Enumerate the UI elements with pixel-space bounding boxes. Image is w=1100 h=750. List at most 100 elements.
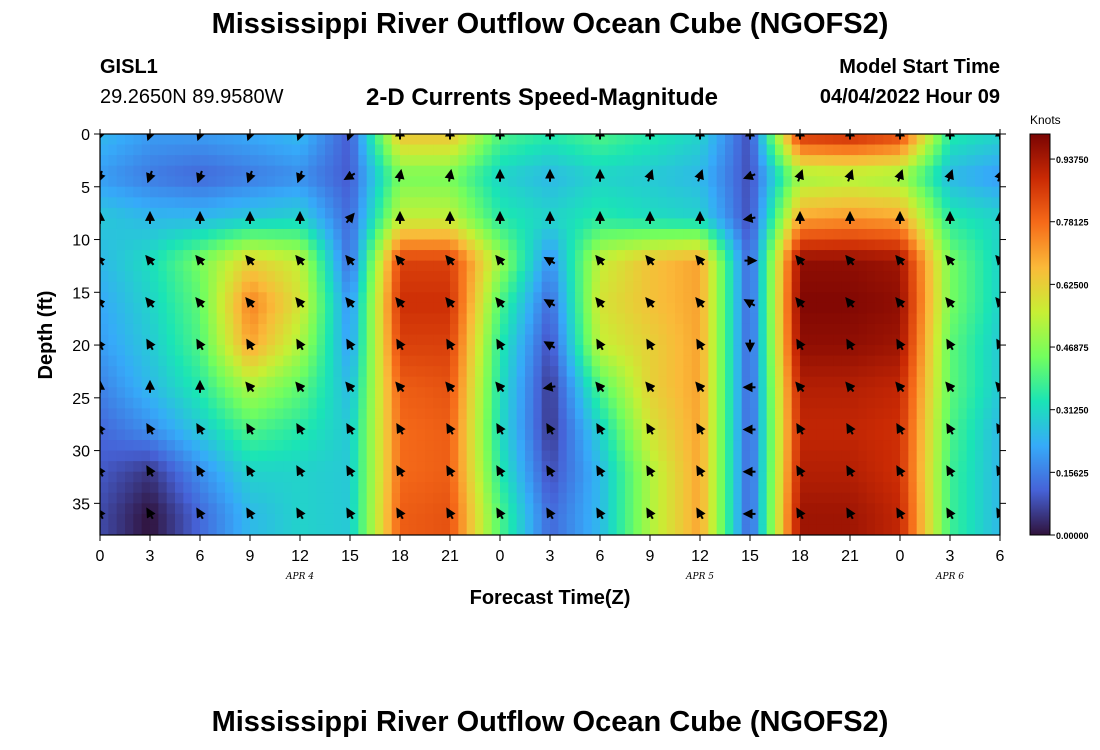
heatmap-cell bbox=[616, 323, 626, 336]
heatmap-cell bbox=[825, 302, 834, 314]
heatmap-cell bbox=[608, 239, 618, 251]
heatmap-cell bbox=[825, 397, 834, 409]
heatmap-cell bbox=[900, 440, 909, 452]
heatmap-cell bbox=[450, 207, 459, 220]
heatmap-cell bbox=[541, 239, 551, 251]
heatmap-cell bbox=[216, 408, 226, 420]
heatmap-cell bbox=[500, 418, 509, 431]
heatmap-cell bbox=[741, 165, 751, 177]
heatmap-cell bbox=[916, 176, 926, 188]
heatmap-cell bbox=[158, 376, 168, 388]
heatmap-cell bbox=[758, 482, 768, 494]
heatmap-cell bbox=[266, 323, 276, 336]
heatmap-cell bbox=[708, 376, 718, 388]
heatmap-cell bbox=[783, 492, 793, 504]
heatmap-cell bbox=[941, 355, 951, 367]
heatmap-cell bbox=[491, 524, 501, 535]
heatmap-cell bbox=[500, 281, 509, 293]
heatmap-cell bbox=[275, 429, 284, 441]
heatmap-cell bbox=[408, 186, 418, 198]
heatmap-cell bbox=[791, 387, 801, 399]
heatmap-cell bbox=[633, 239, 643, 251]
heatmap-cell bbox=[116, 155, 126, 167]
heatmap-cell bbox=[641, 503, 651, 515]
heatmap-cell bbox=[450, 144, 459, 156]
heatmap-cell bbox=[208, 387, 218, 399]
current-arrow bbox=[896, 338, 906, 351]
next-chart-title: Mississippi River Outflow Ocean Cube (NG… bbox=[211, 706, 889, 738]
heatmap-cell bbox=[275, 260, 284, 272]
heatmap-cell bbox=[783, 471, 793, 483]
heatmap-cell bbox=[883, 271, 893, 283]
heatmap-cell bbox=[116, 345, 126, 357]
heatmap-cell bbox=[858, 218, 868, 230]
heatmap-cell bbox=[333, 218, 343, 230]
heatmap-cell bbox=[200, 292, 209, 304]
heatmap-cell bbox=[433, 165, 443, 177]
heatmap-cell bbox=[183, 503, 193, 515]
heatmap-cell bbox=[625, 292, 634, 304]
heatmap-cell bbox=[408, 482, 418, 494]
heatmap-cell bbox=[325, 260, 334, 272]
heatmap-cell bbox=[808, 387, 818, 399]
heatmap-cell bbox=[966, 524, 976, 535]
heatmap-cell bbox=[566, 482, 576, 494]
heatmap-cell bbox=[116, 440, 126, 452]
heatmap-cell bbox=[633, 408, 643, 420]
heatmap-cell bbox=[208, 471, 218, 483]
current-arrow bbox=[945, 381, 956, 393]
heatmap-cell bbox=[258, 260, 268, 272]
heatmap-cell bbox=[400, 408, 409, 420]
heatmap-cell bbox=[783, 176, 793, 188]
heatmap-cell bbox=[150, 429, 159, 441]
heatmap-cell bbox=[900, 186, 909, 198]
heatmap-cell bbox=[975, 165, 984, 177]
heatmap-cell bbox=[266, 218, 276, 230]
heatmap-cell bbox=[608, 482, 618, 494]
current-arrow bbox=[396, 465, 406, 477]
heatmap-cell bbox=[808, 450, 818, 462]
heatmap-cell bbox=[541, 292, 551, 304]
heatmap-cell bbox=[433, 492, 443, 504]
heatmap-cell bbox=[425, 429, 434, 441]
heatmap-cell bbox=[258, 345, 268, 357]
heatmap-cell bbox=[391, 323, 401, 336]
heatmap-cell bbox=[500, 176, 509, 188]
heatmap-cell bbox=[983, 281, 993, 293]
heatmap-cell bbox=[366, 155, 376, 167]
heatmap-cell bbox=[916, 165, 926, 177]
heatmap-cell bbox=[841, 408, 851, 420]
heatmap-cell bbox=[108, 366, 118, 378]
heatmap-cell bbox=[416, 186, 426, 198]
current-arrow bbox=[894, 169, 904, 182]
heatmap-cell bbox=[341, 228, 351, 241]
heatmap-cell bbox=[116, 418, 126, 431]
heatmap-cell bbox=[258, 207, 268, 220]
current-arrow bbox=[546, 465, 556, 477]
heatmap-cell bbox=[866, 513, 876, 526]
heatmap-cell bbox=[800, 323, 809, 336]
heatmap-cell bbox=[250, 418, 259, 431]
heatmap-cell bbox=[100, 239, 109, 251]
heatmap-cell bbox=[700, 260, 709, 272]
heatmap-cell bbox=[416, 281, 426, 293]
heatmap-cell bbox=[175, 503, 184, 515]
heatmap-cell bbox=[366, 302, 376, 314]
heatmap-cell bbox=[350, 239, 359, 251]
heatmap-cell bbox=[425, 292, 434, 304]
heatmap-cell bbox=[258, 271, 268, 283]
heatmap-cell bbox=[583, 461, 593, 473]
heatmap-cell bbox=[633, 134, 643, 146]
heatmap-cell bbox=[408, 440, 418, 452]
heatmap-cell bbox=[358, 302, 368, 314]
heatmap-cell bbox=[216, 186, 226, 198]
heatmap-cell bbox=[375, 376, 384, 388]
heatmap-cell bbox=[133, 461, 143, 473]
heatmap-cell bbox=[950, 134, 959, 146]
heatmap-cell bbox=[641, 260, 651, 272]
heatmap-cell bbox=[175, 376, 184, 388]
heatmap-cell bbox=[583, 387, 593, 399]
heatmap-cell bbox=[650, 176, 659, 188]
heatmap-cell bbox=[283, 355, 293, 367]
heatmap-cell bbox=[258, 355, 268, 367]
